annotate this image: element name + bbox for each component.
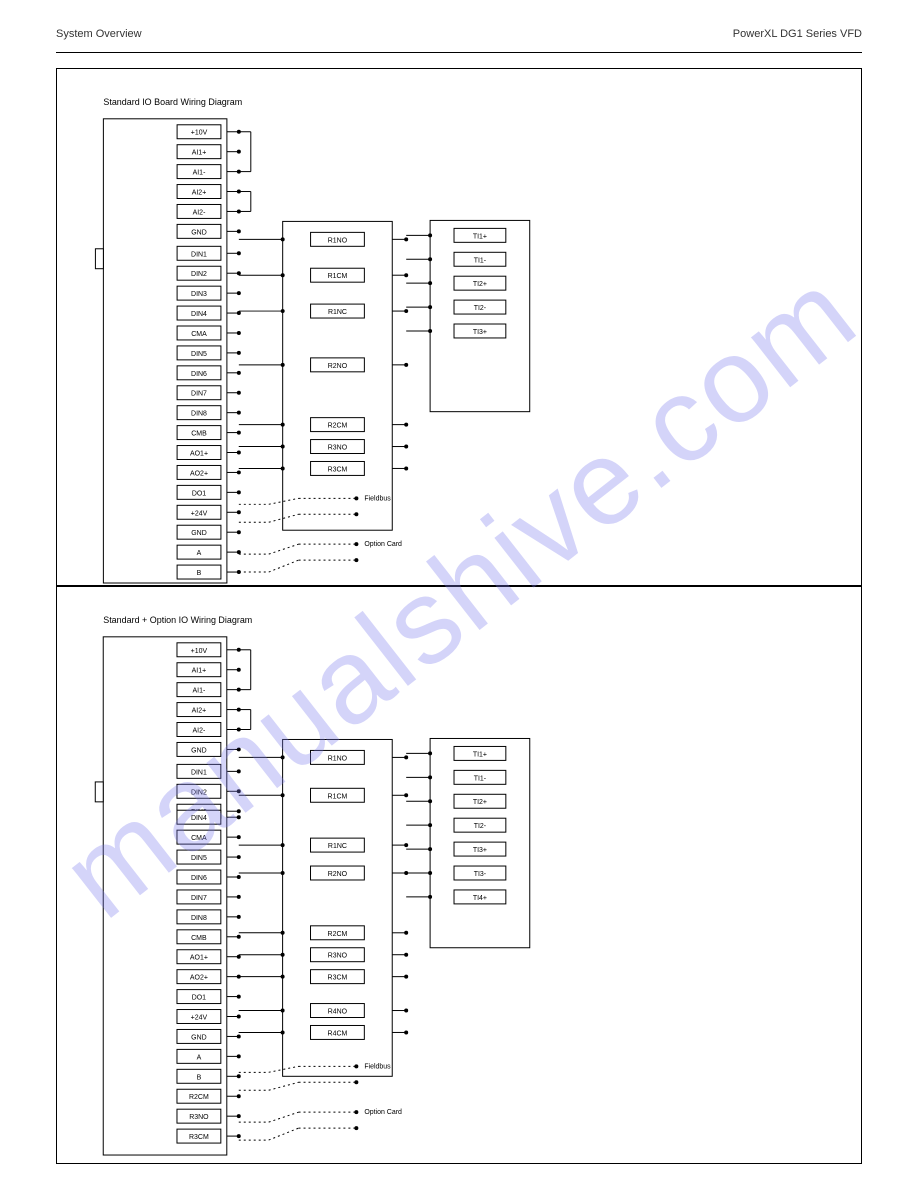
svg-text:Option Card: Option Card <box>364 541 402 548</box>
svg-text:CMA: CMA <box>191 835 207 842</box>
svg-text:DIN2: DIN2 <box>191 789 207 796</box>
svg-text:TI1-: TI1- <box>474 257 487 264</box>
svg-text:R4NO: R4NO <box>328 1009 348 1016</box>
svg-text:DIN1: DIN1 <box>191 251 207 258</box>
svg-text:R3NO: R3NO <box>328 445 348 452</box>
panel-top: +10V AI1+ AI1- AI2+ AI2- GND DIN1 DIN2 DIN3 DIN4 C… <box>56 68 862 586</box>
svg-text:TI1-: TI1- <box>474 775 487 782</box>
svg-text:TI3-: TI3- <box>474 871 487 878</box>
svg-text:AO2+: AO2+ <box>190 975 208 982</box>
svg-text:GND: GND <box>191 747 207 754</box>
svg-text:R1NO: R1NO <box>328 237 348 244</box>
svg-text:+24V: +24V <box>191 510 208 517</box>
svg-text:R2NO: R2NO <box>328 871 348 878</box>
svg-text:DO1: DO1 <box>192 995 206 1002</box>
svg-text:DIN4: DIN4 <box>191 311 207 318</box>
svg-text:R1NO: R1NO <box>328 755 348 762</box>
svg-text:DIN6: DIN6 <box>191 875 207 882</box>
svg-text:AO2+: AO2+ <box>190 470 208 477</box>
svg-text:CMB: CMB <box>191 431 207 438</box>
svg-text:A: A <box>197 1054 202 1061</box>
svg-text:TI2+: TI2+ <box>473 281 487 288</box>
svg-text:TI2-: TI2- <box>474 305 487 312</box>
svg-text:DIN7: DIN7 <box>191 895 207 902</box>
svg-text:TI1+: TI1+ <box>473 233 487 240</box>
svg-text:AI2+: AI2+ <box>192 190 207 197</box>
svg-text:TI4+: TI4+ <box>473 895 487 902</box>
svg-text:R1CM: R1CM <box>328 793 348 800</box>
header-left: System Overview <box>56 28 142 40</box>
svg-text:R2CM: R2CM <box>189 1094 209 1101</box>
svg-text:R3CM: R3CM <box>328 466 348 473</box>
svg-text:A: A <box>197 550 202 557</box>
svg-text:R1NC: R1NC <box>328 309 347 316</box>
svg-text:TI3+: TI3+ <box>473 847 487 854</box>
header: System Overview PowerXL DG1 Series VFD <box>56 28 862 50</box>
svg-text:DIN5: DIN5 <box>191 351 207 358</box>
svg-text:R2CM: R2CM <box>328 423 348 430</box>
svg-text:+10V: +10V <box>191 130 208 137</box>
svg-text:CMB: CMB <box>191 935 207 942</box>
svg-text:Option Card: Option Card <box>364 1109 402 1116</box>
svg-text:R2NO: R2NO <box>328 363 348 370</box>
svg-text:Standard IO Board Wiring Diagr: Standard IO Board Wiring Diagram <box>103 97 242 107</box>
svg-text:DIN1: DIN1 <box>191 769 207 776</box>
wiring-diagram: +10VAI1+AI1-AI2+AI2-GNDDIN1DIN2DIN3DIN4C… <box>57 587 861 1163</box>
svg-text:R2CM: R2CM <box>328 931 348 938</box>
svg-text:+24V: +24V <box>191 1014 208 1021</box>
svg-text:DIN7: DIN7 <box>191 391 207 398</box>
svg-text:AO1+: AO1+ <box>190 955 208 962</box>
svg-text:B: B <box>197 1074 202 1081</box>
svg-text:R3CM: R3CM <box>328 975 348 982</box>
svg-text:Fieldbus: Fieldbus <box>364 1063 391 1070</box>
svg-text:TI2+: TI2+ <box>473 799 487 806</box>
svg-text:R1CM: R1CM <box>328 273 348 280</box>
svg-text:TI1+: TI1+ <box>473 751 487 758</box>
svg-text:AI2+: AI2+ <box>192 708 207 715</box>
svg-text:DIN4: DIN4 <box>191 815 207 822</box>
svg-text:R3CM: R3CM <box>189 1134 209 1141</box>
svg-text:R1NC: R1NC <box>328 843 347 850</box>
svg-text:AI1-: AI1- <box>193 688 206 695</box>
header-right: PowerXL DG1 Series VFD <box>733 28 862 40</box>
header-divider <box>56 52 862 53</box>
svg-text:AO1+: AO1+ <box>190 451 208 458</box>
svg-text:GND: GND <box>191 229 206 236</box>
svg-text:AI2-: AI2- <box>193 727 206 734</box>
svg-text:R4CM: R4CM <box>328 1030 348 1037</box>
svg-text:AI1+: AI1+ <box>192 150 207 157</box>
svg-text:DIN2: DIN2 <box>191 271 207 278</box>
svg-text:DIN8: DIN8 <box>191 411 207 418</box>
svg-text:DIN3: DIN3 <box>191 291 207 298</box>
svg-text:R3NO: R3NO <box>189 1114 209 1121</box>
svg-text:Standard + Option IO Wiring Di: Standard + Option IO Wiring Diagram <box>103 615 252 625</box>
svg-text:R3NO: R3NO <box>328 953 348 960</box>
svg-text:AI1-: AI1- <box>193 170 206 177</box>
svg-text:AI2-: AI2- <box>193 209 206 216</box>
svg-text:+10V: +10V <box>191 648 208 655</box>
panel-bottom: +10VAI1+AI1-AI2+AI2-GNDDIN1DIN2DIN3DIN4C… <box>56 586 862 1164</box>
svg-text:DIN5: DIN5 <box>191 855 207 862</box>
svg-text:GND: GND <box>191 1034 207 1041</box>
svg-text:DIN8: DIN8 <box>191 915 207 922</box>
svg-text:TI3+: TI3+ <box>473 329 487 336</box>
svg-text:DIN6: DIN6 <box>191 371 207 378</box>
svg-text:TI2-: TI2- <box>474 823 487 830</box>
svg-text:DO1: DO1 <box>192 490 206 497</box>
svg-text:B: B <box>197 570 202 577</box>
svg-text:GND: GND <box>191 530 206 537</box>
svg-text:Fieldbus: Fieldbus <box>364 495 391 502</box>
svg-text:AI1+: AI1+ <box>192 668 207 675</box>
wiring-diagram: +10V AI1+ AI1- AI2+ AI2- GND DIN1 DIN2 DIN3 DIN4 C… <box>57 69 861 585</box>
svg-text:CMA: CMA <box>191 331 207 338</box>
